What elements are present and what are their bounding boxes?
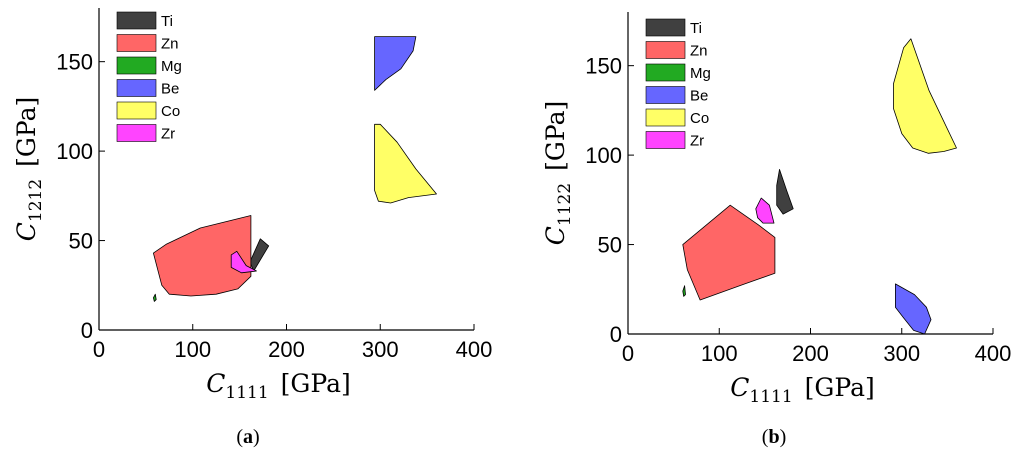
legend-swatch-zr bbox=[645, 131, 686, 149]
y-tick-label: 150 bbox=[56, 50, 93, 75]
legend-swatch-mg bbox=[645, 63, 686, 82]
legend-label-ti: Ti bbox=[690, 20, 702, 37]
legend: Ti Zn Mg Be Co Zr bbox=[645, 18, 711, 150]
panel-label: (a) bbox=[236, 426, 259, 448]
y-axis-label: C1212[GPa] bbox=[12, 97, 46, 242]
legend-swatch-ti bbox=[116, 11, 157, 30]
legend-swatch-zr bbox=[116, 124, 157, 142]
region-co bbox=[374, 123, 437, 204]
panel-label: (b) bbox=[762, 426, 786, 448]
legend-label-zn: Zn bbox=[161, 36, 179, 53]
region-zn bbox=[152, 215, 252, 297]
x-tick-label: 0 bbox=[622, 341, 634, 366]
region-be bbox=[895, 283, 932, 335]
region-mg bbox=[152, 293, 157, 302]
y-tick-label: 150 bbox=[585, 54, 622, 79]
y-tick-label: 0 bbox=[81, 318, 93, 343]
region-ti bbox=[249, 238, 270, 272]
legend-label-be: Be bbox=[690, 88, 708, 105]
x-tick-label: 100 bbox=[174, 337, 211, 362]
legend-swatch-mg bbox=[116, 56, 157, 75]
legend: Ti Zn Mg Be Co Zr bbox=[116, 11, 182, 143]
y-tick-label: 100 bbox=[56, 139, 93, 164]
legend-label-zr: Zr bbox=[161, 126, 175, 143]
legend-label-co: Co bbox=[161, 103, 180, 120]
legend-swatch-zn bbox=[116, 34, 157, 52]
x-axis-label: C1111 [GPa] bbox=[206, 369, 351, 403]
x-tick-label: 400 bbox=[456, 337, 493, 362]
legend-swatch-co bbox=[645, 108, 686, 127]
chart-panel-b: 0 100 200 300 400 0 50 100 150 Ti Zn Mg Be Co Zr C1111[… bbox=[541, 12, 1011, 448]
legend-swatch-be bbox=[645, 86, 686, 104]
legend-swatch-ti bbox=[645, 18, 686, 37]
x-tick-label: 300 bbox=[883, 341, 920, 366]
region-mg bbox=[682, 285, 686, 297]
legend-swatch-be bbox=[116, 79, 157, 97]
x-tick-label: 200 bbox=[268, 337, 305, 362]
legend-swatch-co bbox=[116, 101, 157, 120]
x-tick-label: 200 bbox=[792, 341, 829, 366]
region-zr bbox=[755, 197, 775, 224]
y-tick-label: 0 bbox=[610, 322, 622, 347]
region-be bbox=[374, 36, 417, 91]
y-tick-label: 100 bbox=[585, 143, 622, 168]
region-zr bbox=[230, 250, 257, 274]
x-tick-label: 400 bbox=[975, 341, 1012, 366]
x-tick-label: 100 bbox=[701, 341, 738, 366]
x-tick-label: 300 bbox=[362, 337, 399, 362]
legend-label-mg: Mg bbox=[690, 65, 711, 82]
legend-label-mg: Mg bbox=[161, 58, 182, 75]
legend-label-ti: Ti bbox=[161, 13, 173, 30]
legend-label-zr: Zr bbox=[690, 133, 704, 150]
y-tick-label: 50 bbox=[598, 233, 622, 258]
legend-swatch-zn bbox=[645, 41, 686, 59]
x-axis-label: C1111 [GPa] bbox=[730, 373, 875, 407]
chart-panel-a: 0 100 200 300 400 0 50 100 150 Ti Zn Mg Be Co Zr C1111[… bbox=[12, 8, 492, 448]
region-ti bbox=[776, 168, 794, 215]
legend-label-zn: Zn bbox=[690, 43, 708, 60]
y-tick-label: 50 bbox=[69, 229, 93, 254]
legend-label-be: Be bbox=[161, 81, 179, 98]
y-axis-label: C1122[GPa] bbox=[541, 101, 575, 246]
region-zn bbox=[682, 204, 776, 301]
x-tick-label: 0 bbox=[93, 337, 105, 362]
legend-label-co: Co bbox=[690, 110, 709, 127]
region-co bbox=[893, 38, 957, 154]
